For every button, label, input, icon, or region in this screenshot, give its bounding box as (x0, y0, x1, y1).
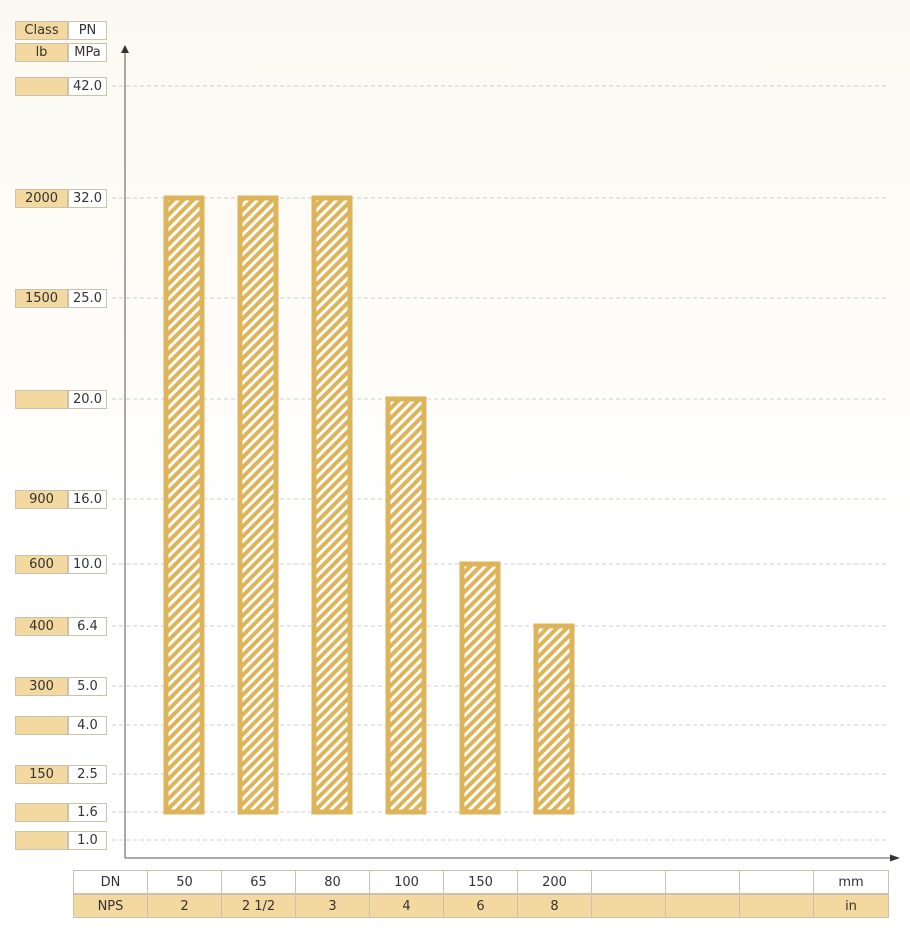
nps-unit: in (813, 894, 889, 918)
y-tick-pn-10.0: 10.0 (68, 554, 107, 574)
dn-row-label: DN (73, 870, 148, 894)
y-tick-pn-1.0: 1.0 (68, 830, 107, 850)
dn-cell-blank-8 (665, 870, 740, 894)
nps-cell-6: 6 (443, 894, 518, 918)
nps-cell-blank-9 (739, 894, 814, 918)
nps-cell-2: 2 (147, 894, 222, 918)
y-tick-class-1500: 1500 (15, 288, 68, 308)
dn-cell-150: 150 (443, 870, 518, 894)
dn-cell-blank-7 (591, 870, 666, 894)
x-axis-arrow (890, 854, 900, 862)
y-axis-arrow (121, 45, 129, 53)
y-tick-pn-20.0: 20.0 (68, 389, 107, 409)
y-tick-class-150: 150 (15, 764, 68, 784)
y-tick-class-blank-8 (15, 715, 68, 735)
y-tick-class-blank-11 (15, 830, 68, 850)
dn-cell-80: 80 (295, 870, 370, 894)
y-header-mpa: MPa (68, 43, 107, 62)
bar-dn-150 (459, 561, 501, 815)
nps-cell-3: 3 (295, 894, 370, 918)
dn-cell-65: 65 (221, 870, 296, 894)
bar-dn-50 (163, 195, 205, 815)
dn-cell-100: 100 (369, 870, 444, 894)
nps-cell-2 1/2: 2 1/2 (221, 894, 296, 918)
bar-dn-100 (385, 396, 427, 815)
nps-row-label: NPS (73, 894, 148, 918)
nps-cell-4: 4 (369, 894, 444, 918)
y-header-lb: lb (15, 43, 68, 62)
y-tick-class-2000: 2000 (15, 188, 68, 208)
y-tick-class-600: 600 (15, 554, 68, 574)
bar-dn-200 (533, 623, 575, 815)
dn-cell-50: 50 (147, 870, 222, 894)
y-tick-pn-25.0: 25.0 (68, 288, 107, 308)
y-tick-pn-6.4: 6.4 (68, 616, 107, 636)
y-tick-class-300: 300 (15, 676, 68, 696)
bar-chart (112, 45, 900, 862)
y-tick-pn-42.0: 42.0 (68, 76, 107, 96)
y-tick-pn-1.6: 1.6 (68, 802, 107, 822)
y-tick-pn-5.0: 5.0 (68, 676, 107, 696)
y-tick-class-blank-0 (15, 76, 68, 96)
bar-dn-65 (237, 195, 279, 815)
y-tick-class-900: 900 (15, 489, 68, 509)
dn-unit: mm (813, 870, 889, 894)
y-tick-pn-16.0: 16.0 (68, 489, 107, 509)
y-tick-class-blank-10 (15, 802, 68, 822)
y-tick-pn-2.5: 2.5 (68, 764, 107, 784)
bar-dn-80 (311, 195, 353, 815)
y-tick-pn-4.0: 4.0 (68, 715, 107, 735)
nps-cell-8: 8 (517, 894, 592, 918)
y-header-class: Class (15, 21, 68, 40)
dn-cell-200: 200 (517, 870, 592, 894)
nps-cell-blank-8 (665, 894, 740, 918)
nps-cell-blank-7 (591, 894, 666, 918)
y-tick-class-400: 400 (15, 616, 68, 636)
dn-cell-blank-9 (739, 870, 814, 894)
y-tick-pn-32.0: 32.0 (68, 188, 107, 208)
y-header-pn: PN (68, 21, 107, 40)
y-tick-class-blank-3 (15, 389, 68, 409)
